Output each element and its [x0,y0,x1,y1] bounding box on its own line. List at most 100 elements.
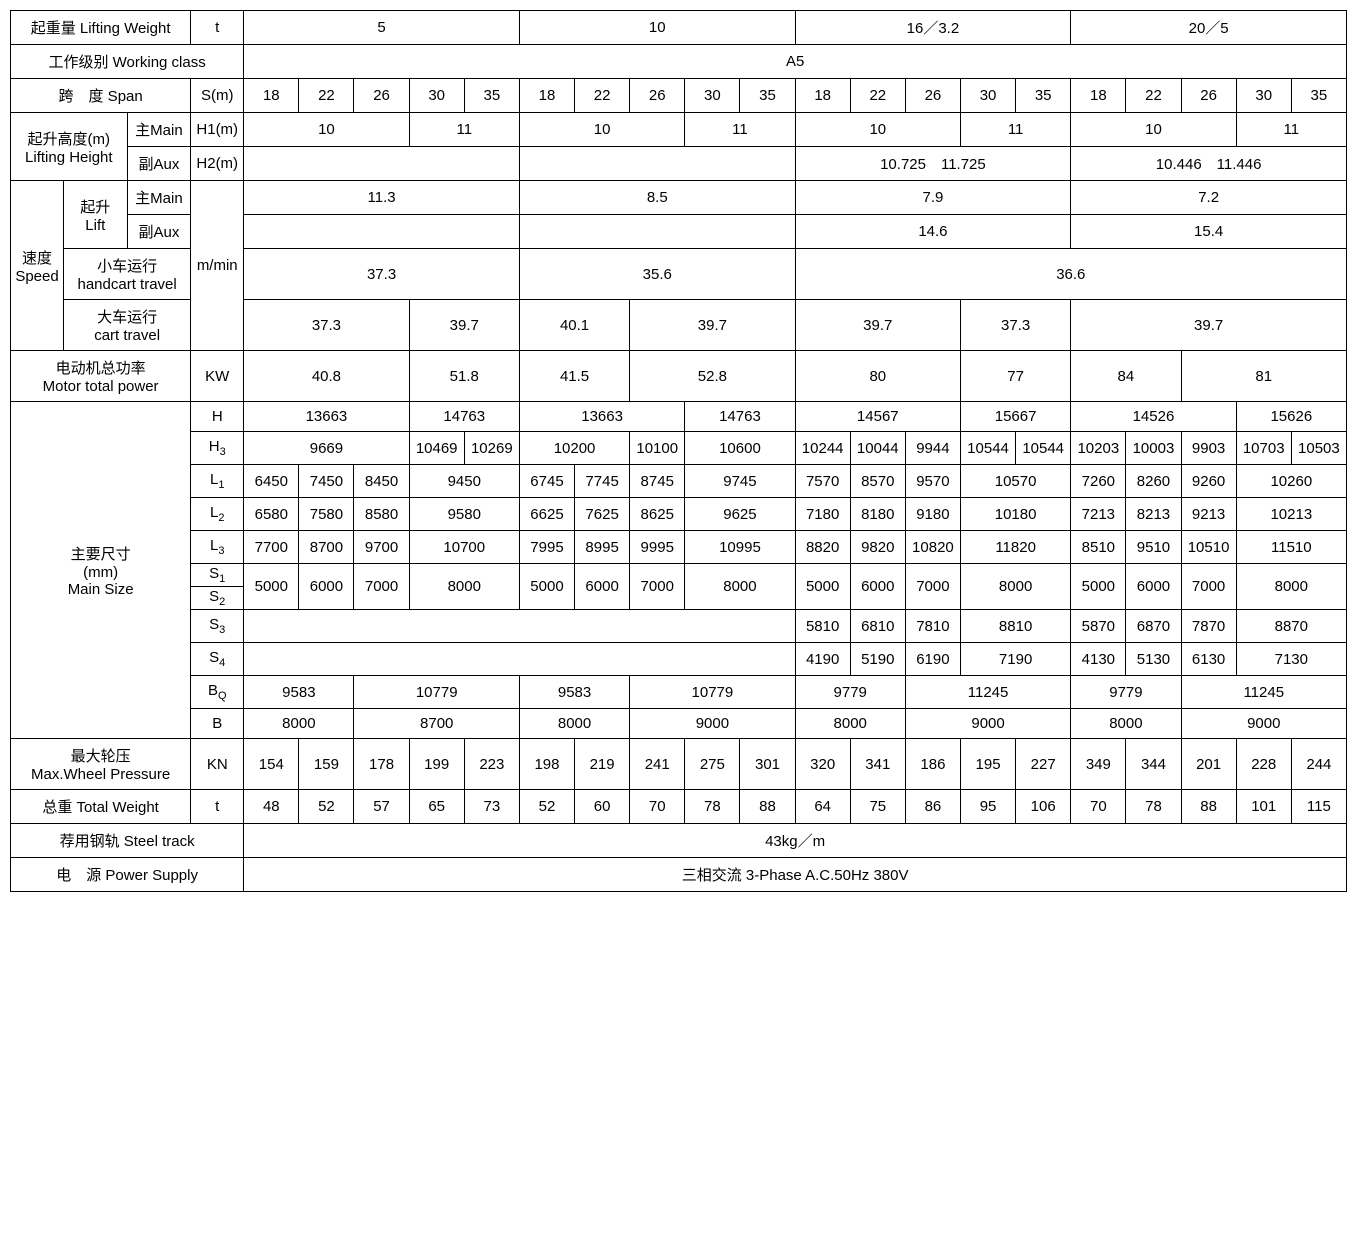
L3-cell: 7995 [519,531,574,564]
S12-cell: 7000 [354,564,409,610]
S12-cell: 6000 [575,564,630,610]
sp-hc: 35.6 [519,249,795,300]
L3-cell: 9995 [630,531,685,564]
S4-cell: 6190 [905,643,960,676]
L1-cell: 9745 [685,465,795,498]
label-working-class: 工作级别 Working class [11,45,244,79]
sp-lift: 7.9 [795,181,1071,215]
H-cell: 14763 [409,402,519,432]
wp-cell: 341 [850,739,905,790]
L3-cell: 10820 [905,531,960,564]
lw-20: 20／5 [1071,11,1347,45]
val-a5: A5 [244,45,1347,79]
span-cell: 30 [685,79,740,113]
L1-cell: 9570 [905,465,960,498]
H3-cell: 9944 [905,432,960,465]
steel-val: 43kg／m [244,824,1347,858]
S3-cell: 8810 [960,610,1070,643]
L1-cell: 7260 [1071,465,1126,498]
sp-aux-blank [519,215,795,249]
span-cell: 26 [354,79,409,113]
sp-hc: 37.3 [244,249,520,300]
label-maxwp: 最大轮压 Max.Wheel Pressure [11,739,191,790]
wp-cell: 349 [1071,739,1126,790]
L3-cell: 9700 [354,531,409,564]
wp-cell: 228 [1236,739,1291,790]
h1-cell: 10 [795,113,960,147]
L2-cell: 9180 [905,498,960,531]
L1-cell: 6745 [519,465,574,498]
wp-cell: 227 [1016,739,1071,790]
L3-cell: 8820 [795,531,850,564]
S4-cell: 5190 [850,643,905,676]
tw-cell: 57 [354,790,409,824]
L3-cell: 11820 [960,531,1070,564]
h1-cell: 11 [685,113,795,147]
B-cell: 9000 [630,709,795,739]
L3-cell: 10700 [409,531,519,564]
L3-cell: 11510 [1236,531,1346,564]
span-cell: 35 [1291,79,1346,113]
label-lifting-weight: 起重量 Lifting Weight [11,11,191,45]
S4-cell: 4130 [1071,643,1126,676]
S12-cell: 7000 [630,564,685,610]
S3-cell: 6810 [850,610,905,643]
span-cell: 35 [740,79,795,113]
h1-cell: 10 [244,113,409,147]
S4-cell: 5130 [1126,643,1181,676]
H-cell: 15626 [1236,402,1346,432]
tw-cell: 48 [244,790,299,824]
H3-cell: 10703 [1236,432,1291,465]
h1-cell: 11 [1236,113,1346,147]
unit-t: t [191,11,244,45]
H3-cell: 9903 [1181,432,1236,465]
tw-cell: 52 [299,790,354,824]
S3-cell: 6870 [1126,610,1181,643]
L3-cell: 10510 [1181,531,1236,564]
label-steel: 荐用钢轨 Steel track [11,824,244,858]
label-lift: 起升 Lift [64,181,128,249]
S12-cell: 6000 [1126,564,1181,610]
L1-cell: 7450 [299,465,354,498]
tw-cell: 52 [519,790,574,824]
L3-cell: 10995 [685,531,795,564]
H3-cell: 10044 [850,432,905,465]
H3-cell: 10269 [464,432,519,465]
wp-cell: 201 [1181,739,1236,790]
label-H3: H3 [191,432,244,465]
sp-aux-blank [244,215,520,249]
L1-cell: 8570 [850,465,905,498]
S12-cell: 5000 [519,564,574,610]
tw-cell: 115 [1291,790,1346,824]
L1-cell: 7745 [575,465,630,498]
BQ-cell: 10779 [630,676,795,709]
span-cell: 35 [1016,79,1071,113]
S12-cell: 5000 [1071,564,1126,610]
mp-cell: 41.5 [519,351,629,402]
span-cell: 30 [1236,79,1291,113]
L2-cell: 7213 [1071,498,1126,531]
label-L1: L1 [191,465,244,498]
label-motor: 电动机总功率 Motor total power [11,351,191,402]
tw-cell: 86 [905,790,960,824]
h1-cell: 10 [519,113,684,147]
span-cell: 18 [1071,79,1126,113]
mp-cell: 84 [1071,351,1181,402]
sp-lift: 11.3 [244,181,520,215]
L3-cell: 9820 [850,531,905,564]
sp-lift: 7.2 [1071,181,1347,215]
span-cell: 22 [1126,79,1181,113]
B-cell: 8000 [244,709,354,739]
H3-cell: 10200 [519,432,629,465]
h2-cell: 10.725 11.725 [795,147,1071,181]
mp-cell: 51.8 [409,351,519,402]
wp-cell: 244 [1291,739,1346,790]
sp-hc: 36.6 [795,249,1346,300]
tw-cell: 64 [795,790,850,824]
H3-cell: 10244 [795,432,850,465]
sp-ct: 39.7 [1071,300,1347,351]
tw-cell: 70 [630,790,685,824]
span-cell: 22 [575,79,630,113]
S12-cell: 8000 [409,564,519,610]
B-cell: 8700 [354,709,519,739]
